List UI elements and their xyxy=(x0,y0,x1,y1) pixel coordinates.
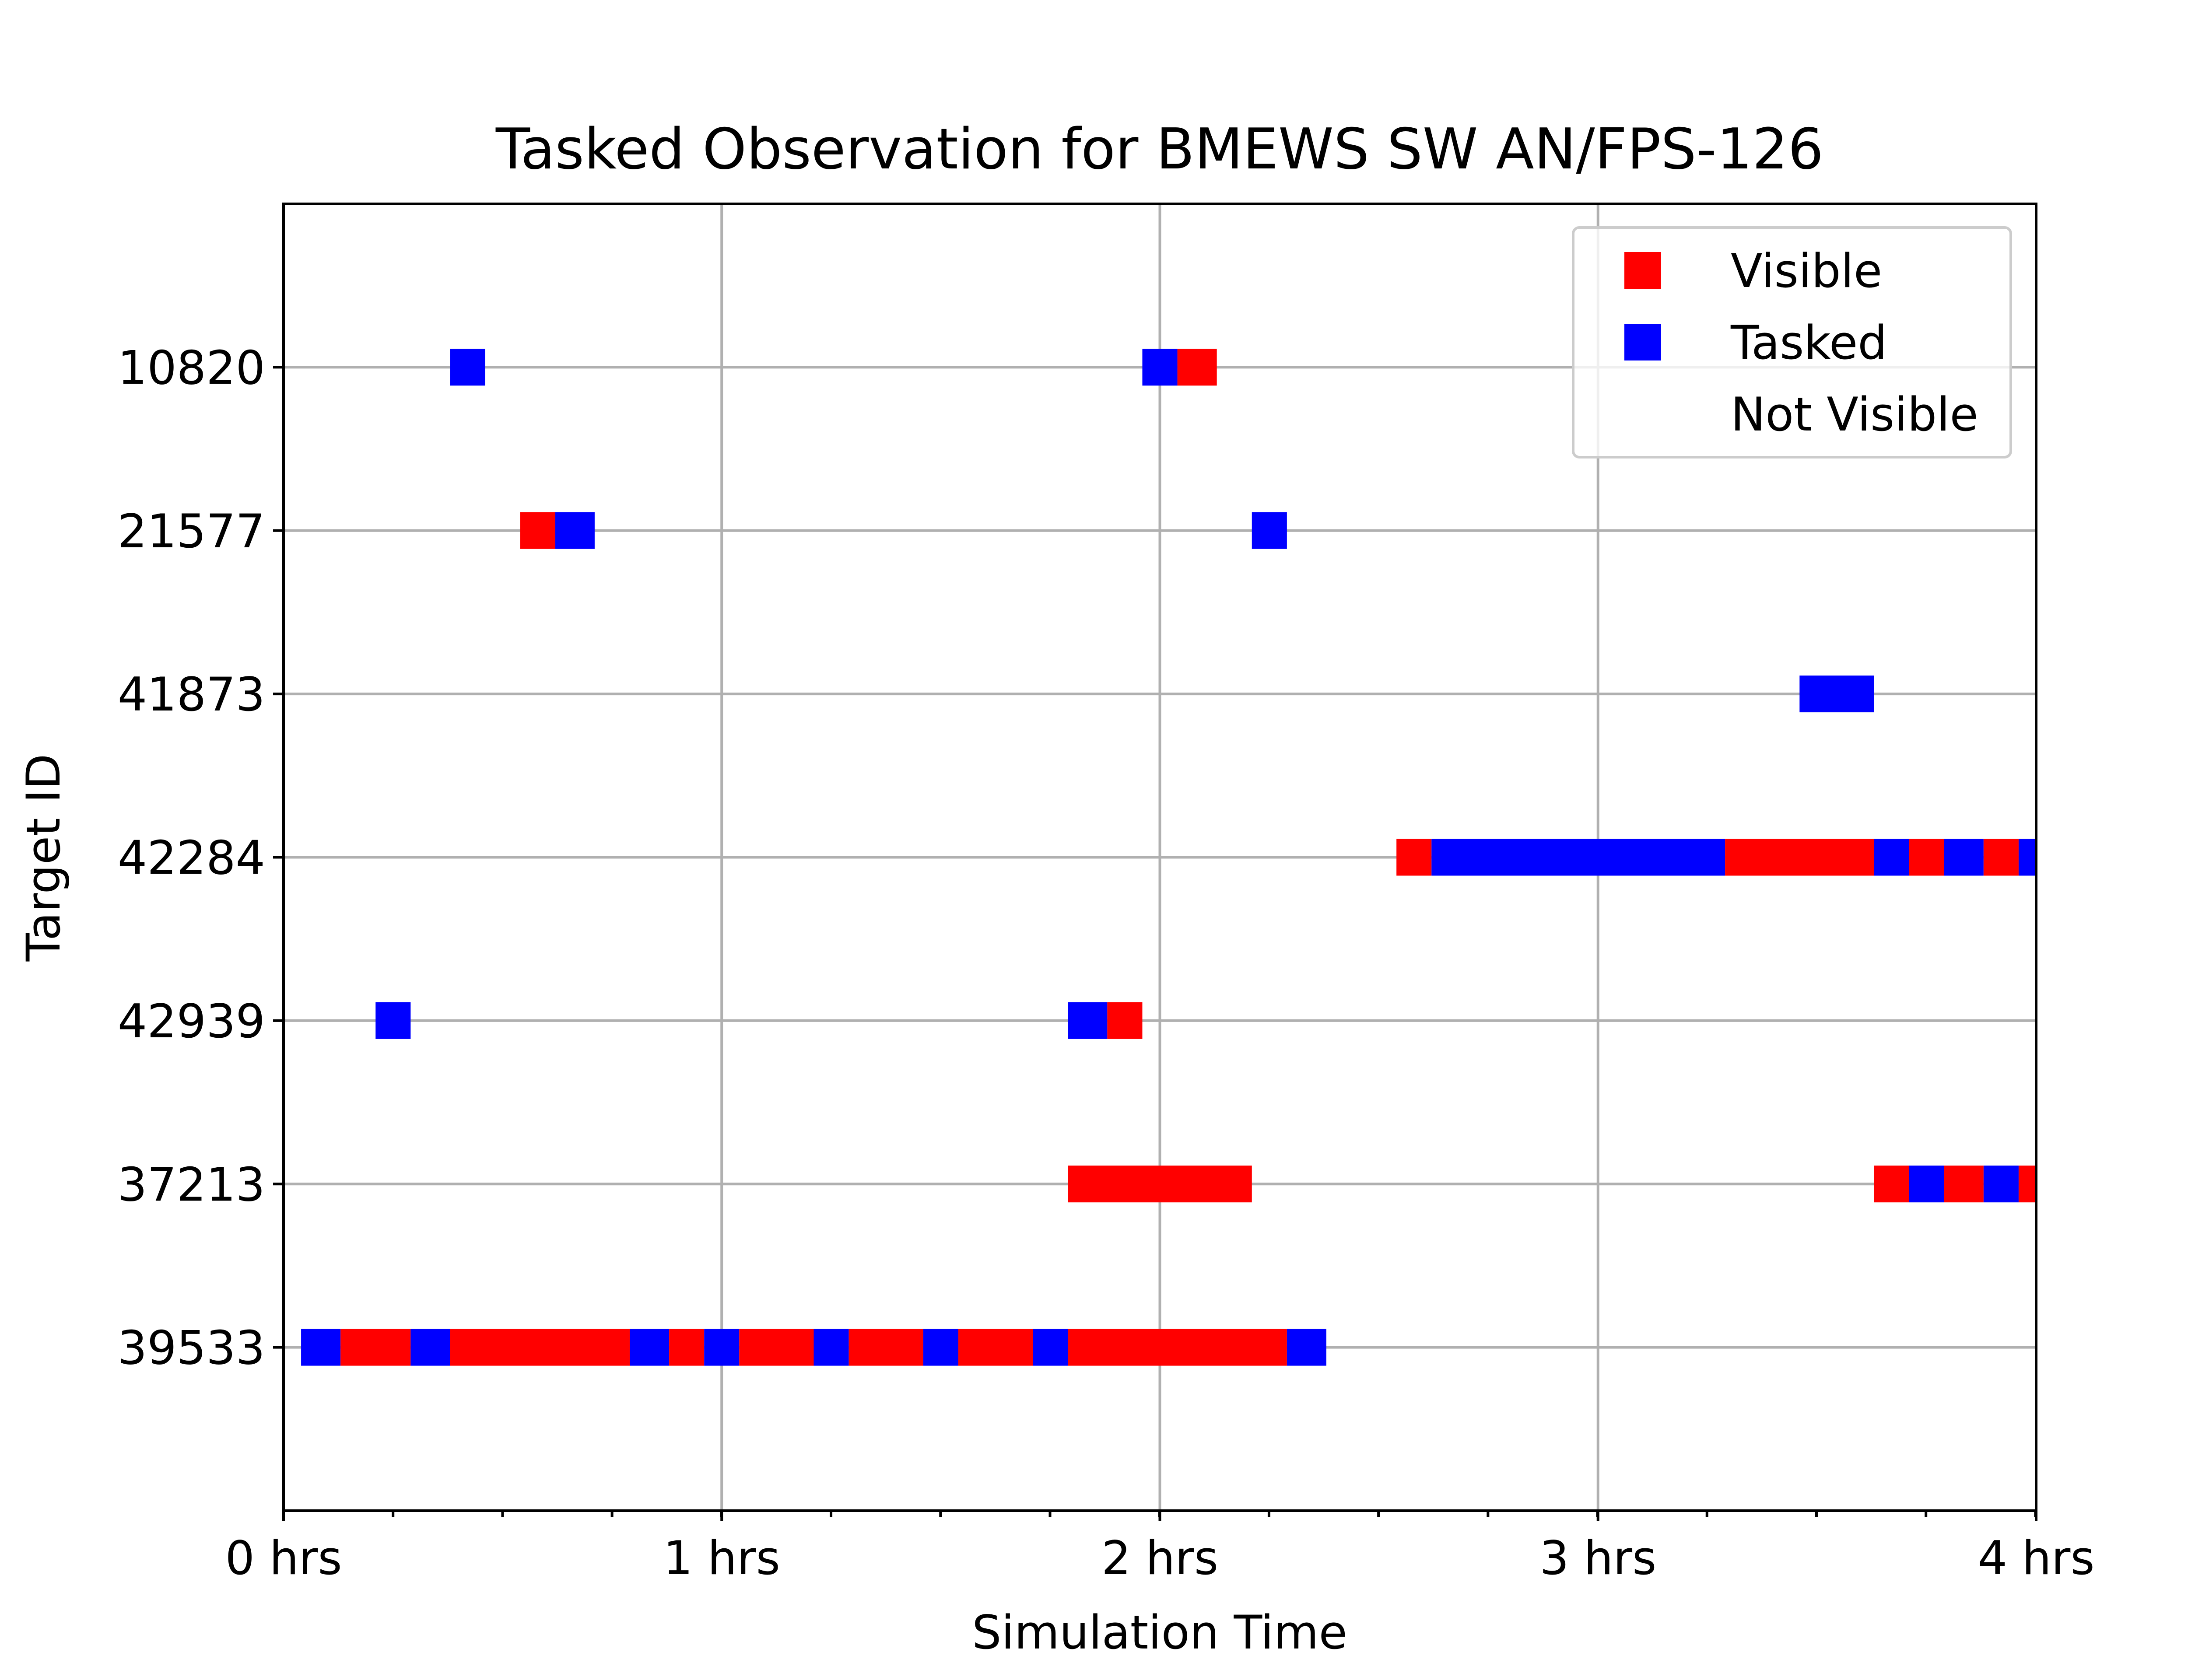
bar-tasked xyxy=(813,1329,849,1366)
bar-visible xyxy=(1107,1002,1143,1039)
bar-tasked xyxy=(1068,1002,1108,1039)
bar-visible xyxy=(1983,839,2019,876)
bar-visible xyxy=(1396,839,1432,876)
bar-visible xyxy=(450,1329,630,1366)
x-tick-label: 0 hrs xyxy=(225,1531,342,1585)
y-tick-label: 39533 xyxy=(118,1321,265,1375)
bar-tasked xyxy=(704,1329,740,1366)
y-axis-label: Target ID xyxy=(17,754,70,962)
bar-visible xyxy=(340,1329,411,1366)
x-axis-label: Simulation Time xyxy=(972,1606,1347,1659)
bar-tasked xyxy=(2018,839,2036,876)
bar-tasked xyxy=(1909,1166,1944,1203)
bar-visible xyxy=(1177,349,1217,386)
bar-visible xyxy=(1909,839,1944,876)
chart-title: Tasked Observation for BMEWS SW AN/FPS-1… xyxy=(495,117,1823,182)
bar-tasked xyxy=(1431,839,1725,876)
legend-label: Not Visible xyxy=(1731,388,1978,441)
legend-box xyxy=(1572,226,2012,458)
bar-tasked xyxy=(375,1002,411,1039)
legend-swatch xyxy=(1624,252,1661,289)
x-tick-label: 3 hrs xyxy=(1539,1531,1656,1585)
bar-tasked xyxy=(1287,1329,1326,1366)
bar-visible xyxy=(2018,1166,2036,1203)
bar-visible xyxy=(1944,1166,1984,1203)
bar-tasked xyxy=(555,512,595,549)
bar-visible xyxy=(1068,1166,1252,1203)
bar-visible xyxy=(1874,1166,1909,1203)
bar-tasked xyxy=(450,349,485,386)
bar-tasked xyxy=(1799,676,1874,713)
bar-tasked xyxy=(1944,839,1984,876)
bar-tasked xyxy=(1874,839,1909,876)
y-tick-label: 42284 xyxy=(118,831,265,885)
x-tick-label: 1 hrs xyxy=(663,1531,780,1585)
bar-tasked xyxy=(1033,1329,1068,1366)
x-tick-label: 4 hrs xyxy=(1978,1531,2094,1585)
legend-swatch xyxy=(1624,324,1661,360)
legend-label: Tasked xyxy=(1730,316,1887,370)
bar-visible xyxy=(1068,1329,1287,1366)
bar-tasked xyxy=(1252,512,1287,549)
bar-tasked xyxy=(301,1329,341,1366)
legend: Visible Tasked Not Visible xyxy=(1572,226,2012,458)
y-tick-label: 37213 xyxy=(118,1158,265,1211)
y-tick-label: 41873 xyxy=(118,668,265,721)
axis-ticks: 0 hrs 1 hrs 2 hrs 3 hrs 4 hrs 10820 21577 41873… xyxy=(118,341,2095,1585)
bar-tasked xyxy=(1142,349,1178,386)
data-marks xyxy=(301,349,2036,1366)
bar-tasked xyxy=(629,1329,670,1366)
x-tick-label: 2 hrs xyxy=(1101,1531,1218,1585)
y-tick-label: 21577 xyxy=(118,504,265,558)
y-tick-label: 10820 xyxy=(118,341,265,395)
bar-visible xyxy=(739,1329,814,1366)
bar-visible xyxy=(520,512,555,549)
bar-visible xyxy=(958,1329,1033,1366)
y-tick-label: 42939 xyxy=(118,994,265,1048)
bar-visible xyxy=(669,1329,705,1366)
bar-tasked xyxy=(923,1329,958,1366)
bar-tasked xyxy=(1983,1166,2019,1203)
bar-visible xyxy=(1725,839,1874,876)
bar-tasked xyxy=(410,1329,450,1366)
legend-label: Visible xyxy=(1731,244,1882,298)
legend-swatch xyxy=(1624,396,1661,432)
bar-visible xyxy=(849,1329,923,1366)
